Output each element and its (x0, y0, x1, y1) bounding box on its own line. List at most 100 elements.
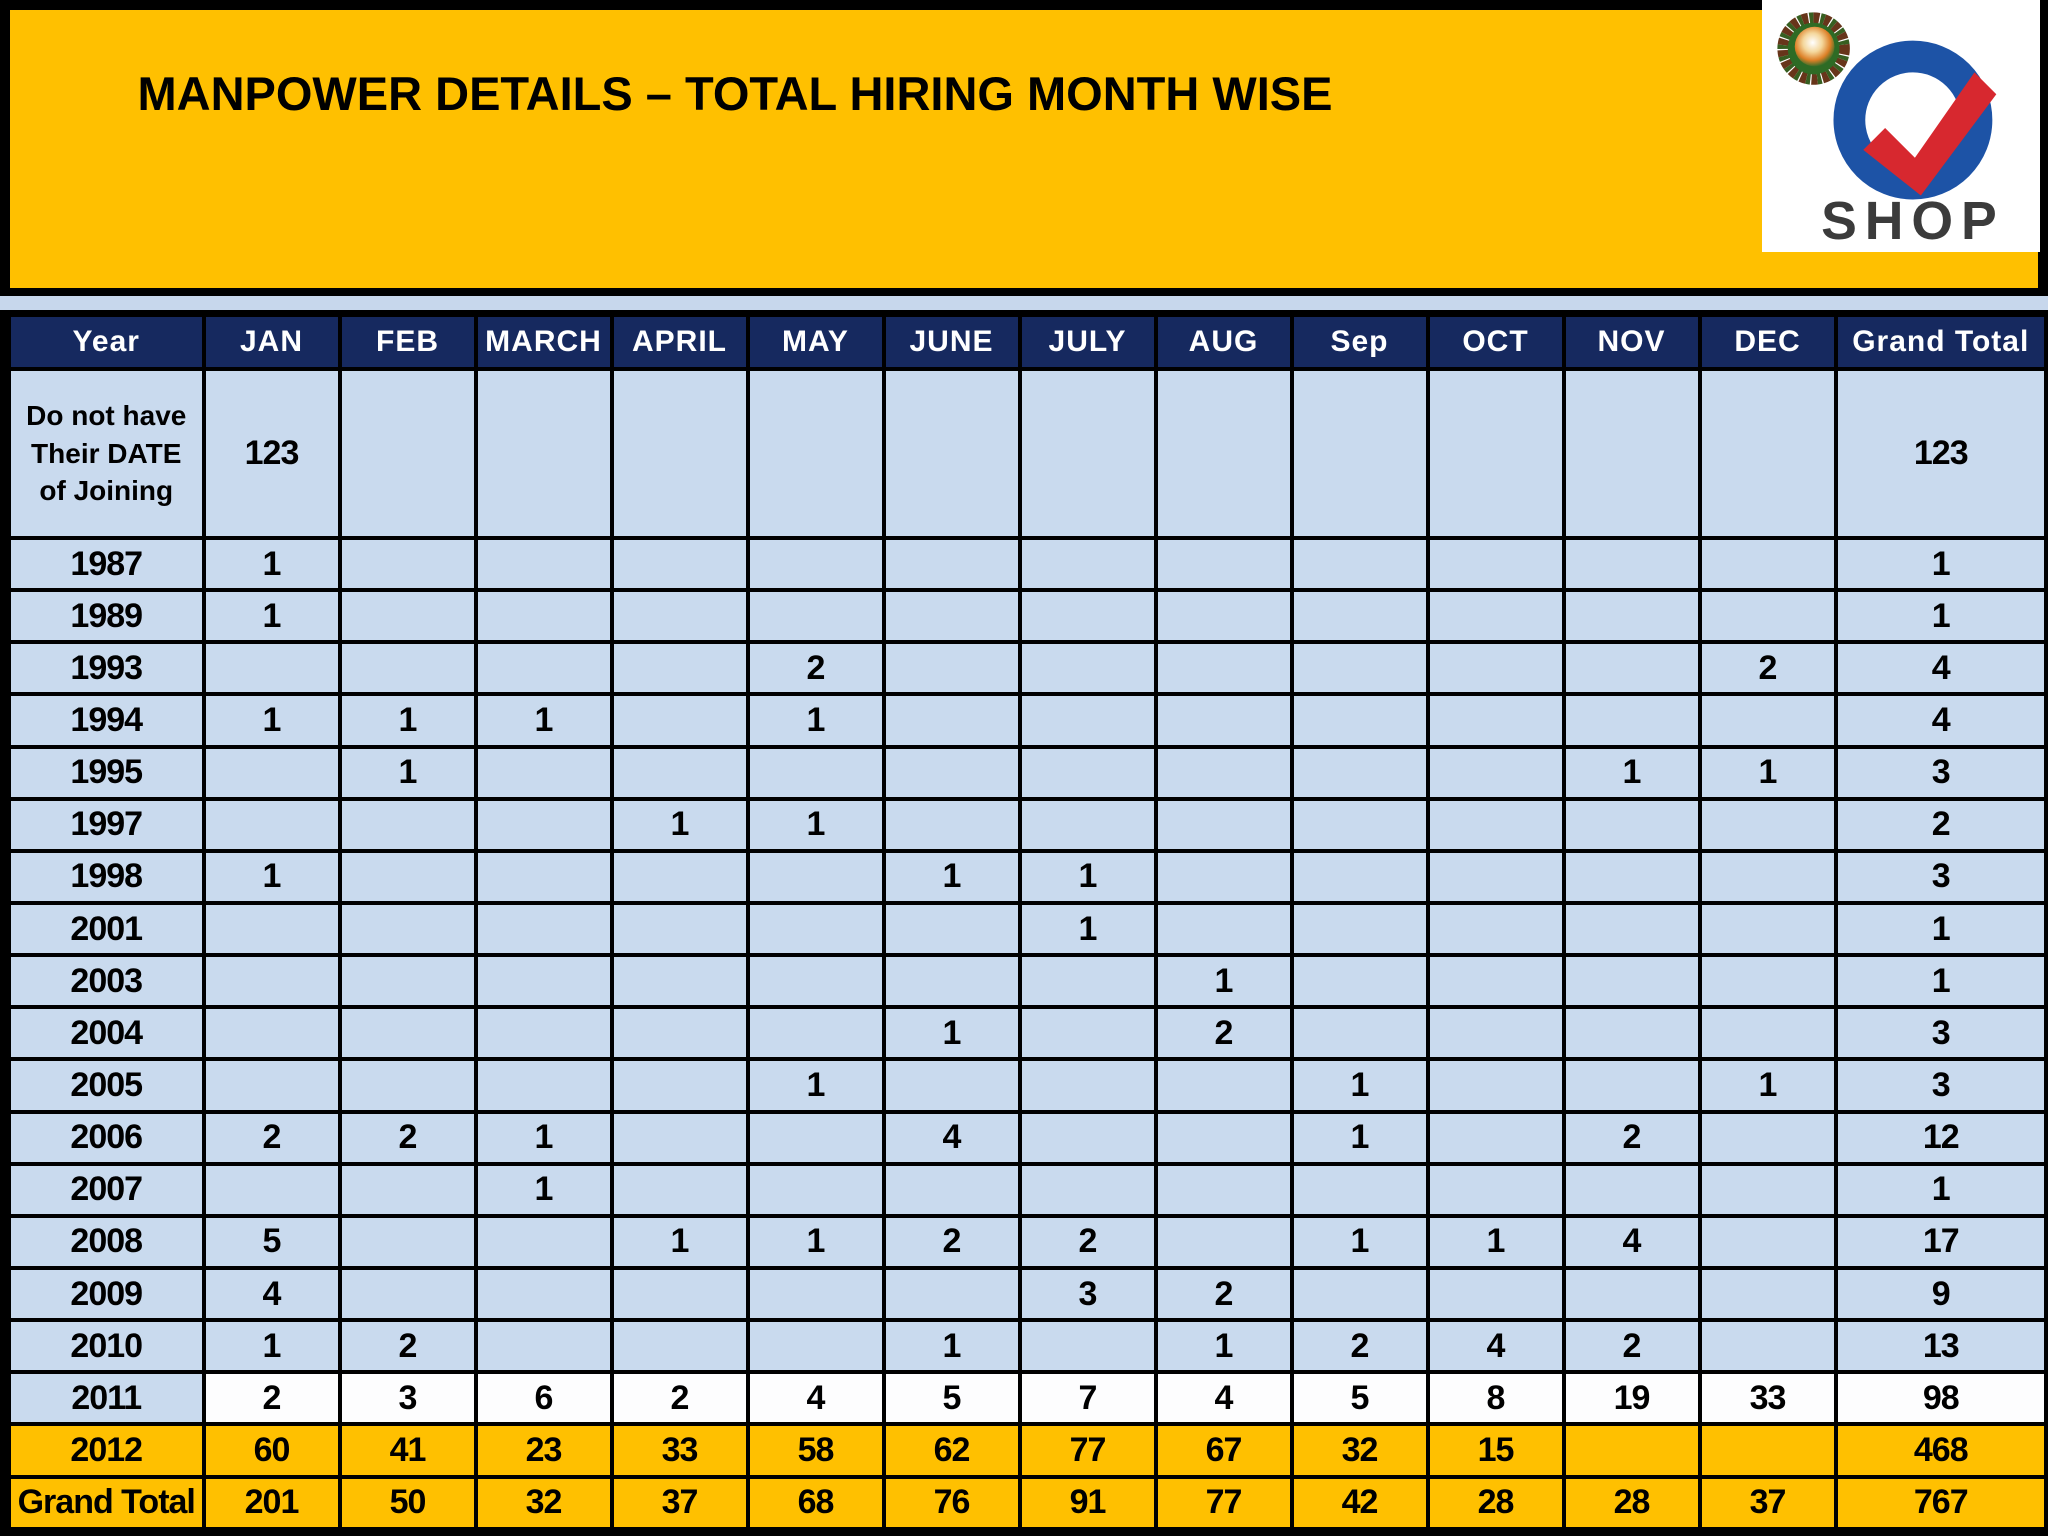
grand-total-cell: 9 (1833, 1265, 2048, 1323)
grand-total-cell: 3 (1833, 1057, 2048, 1114)
value-cell (609, 900, 750, 958)
value-cell (745, 1161, 886, 1218)
value-cell (609, 744, 750, 801)
value-cell (1425, 848, 1566, 905)
column-header-june: JUNE (881, 311, 1022, 371)
grand-total-cell: 123 (1833, 367, 2048, 540)
value-cell (473, 640, 614, 697)
grand-total-cell: 1 (1833, 900, 2048, 958)
value-cell (473, 1318, 614, 1375)
value-cell: 1 (609, 1213, 750, 1270)
value-cell (1697, 1005, 1838, 1062)
value-cell (745, 744, 886, 801)
value-cell: 33 (1697, 1370, 1838, 1427)
table-row: 2009 4 3 2 9 (5, 1265, 2048, 1323)
grand-total-cell: 17 (1833, 1213, 2048, 1270)
value-cell (473, 796, 614, 853)
column-header-jan: JAN (201, 311, 342, 371)
value-cell (1153, 796, 1294, 853)
value-cell (201, 1005, 342, 1062)
value-cell: 2 (1561, 1109, 1702, 1166)
value-cell (1425, 1057, 1566, 1114)
page-background-band (0, 296, 2048, 310)
year-cell: 2004 (5, 1005, 206, 1062)
table-row: 1987 1 1 (5, 535, 2048, 593)
value-cell: 28 (1425, 1474, 1566, 1533)
header-row: Year JAN FEB MARCH APRIL MAY JUNE JULY AUG Sep OCT… (5, 311, 2048, 371)
value-cell: 19 (1561, 1370, 1702, 1427)
value-cell (473, 1057, 614, 1114)
grand-total-cell: 1 (1833, 535, 2048, 593)
value-cell (1153, 692, 1294, 749)
value-cell: 7 (1017, 1370, 1158, 1427)
value-cell (1153, 900, 1294, 958)
value-cell (1017, 1318, 1158, 1375)
value-cell: 42 (1289, 1474, 1430, 1533)
value-cell (1697, 900, 1838, 958)
value-cell (1425, 1109, 1566, 1166)
value-cell (881, 900, 1022, 958)
value-cell: 1 (201, 692, 342, 749)
qshop-logo: SHOP (1762, 0, 2040, 252)
grand-total-cell: 3 (1833, 744, 2048, 801)
value-cell: 2 (337, 1318, 478, 1375)
value-cell: 201 (201, 1474, 342, 1533)
column-header-july: JULY (1017, 311, 1158, 371)
value-cell: 68 (745, 1474, 886, 1533)
value-cell: 91 (1017, 1474, 1158, 1533)
value-cell (1289, 692, 1430, 749)
value-cell: 23 (473, 1422, 614, 1479)
value-cell (1425, 1005, 1566, 1062)
value-cell: 5 (201, 1213, 342, 1270)
value-cell (745, 953, 886, 1010)
table-row: 1994 1 1 1 1 4 (5, 692, 2048, 749)
value-cell: 4 (201, 1265, 342, 1323)
value-cell: 2 (337, 1109, 478, 1166)
value-cell: 62 (881, 1422, 1022, 1479)
value-cell (1017, 796, 1158, 853)
value-cell: 1 (745, 1213, 886, 1270)
value-cell (1697, 692, 1838, 749)
value-cell (1425, 588, 1566, 645)
value-cell (473, 1005, 614, 1062)
value-cell (745, 535, 886, 593)
grand-total-cell: 1 (1833, 1161, 2048, 1218)
value-cell (609, 367, 750, 540)
value-cell (1017, 640, 1158, 697)
table-row: 2001 1 1 (5, 900, 2048, 958)
value-cell (337, 1161, 478, 1218)
value-cell (881, 535, 1022, 593)
value-cell: 50 (337, 1474, 478, 1533)
value-cell (1425, 692, 1566, 749)
value-cell: 1 (201, 535, 342, 593)
year-cell: 2009 (5, 1265, 206, 1323)
value-cell (1561, 848, 1702, 905)
value-cell (1561, 953, 1702, 1010)
value-cell: 2 (1153, 1265, 1294, 1323)
column-header-year: Year (5, 311, 206, 371)
value-cell: 1 (1153, 1318, 1294, 1375)
value-cell: 1 (745, 1057, 886, 1114)
value-cell (337, 640, 478, 697)
value-cell (1289, 1161, 1430, 1218)
value-cell (201, 1057, 342, 1114)
table-row: 1997 1 1 2 (5, 796, 2048, 853)
value-cell: 1 (1153, 953, 1294, 1010)
value-cell (745, 1265, 886, 1323)
value-cell (881, 1057, 1022, 1114)
value-cell (201, 796, 342, 853)
hiring-table: Year JAN FEB MARCH APRIL MAY JUNE JULY AUG Sep OCT… (4, 310, 2048, 1534)
year-cell: 1987 (5, 535, 206, 593)
year-cell: 2001 (5, 900, 206, 958)
value-cell (1561, 640, 1702, 697)
value-cell: 2 (1561, 1318, 1702, 1375)
value-cell: 1 (745, 692, 886, 749)
logo-text: SHOP (1821, 191, 2005, 251)
value-cell (1697, 1318, 1838, 1375)
value-cell (1697, 1265, 1838, 1323)
value-cell (1697, 796, 1838, 853)
value-cell (745, 1318, 886, 1375)
value-cell (1017, 588, 1158, 645)
value-cell (609, 1005, 750, 1062)
value-cell (881, 796, 1022, 853)
